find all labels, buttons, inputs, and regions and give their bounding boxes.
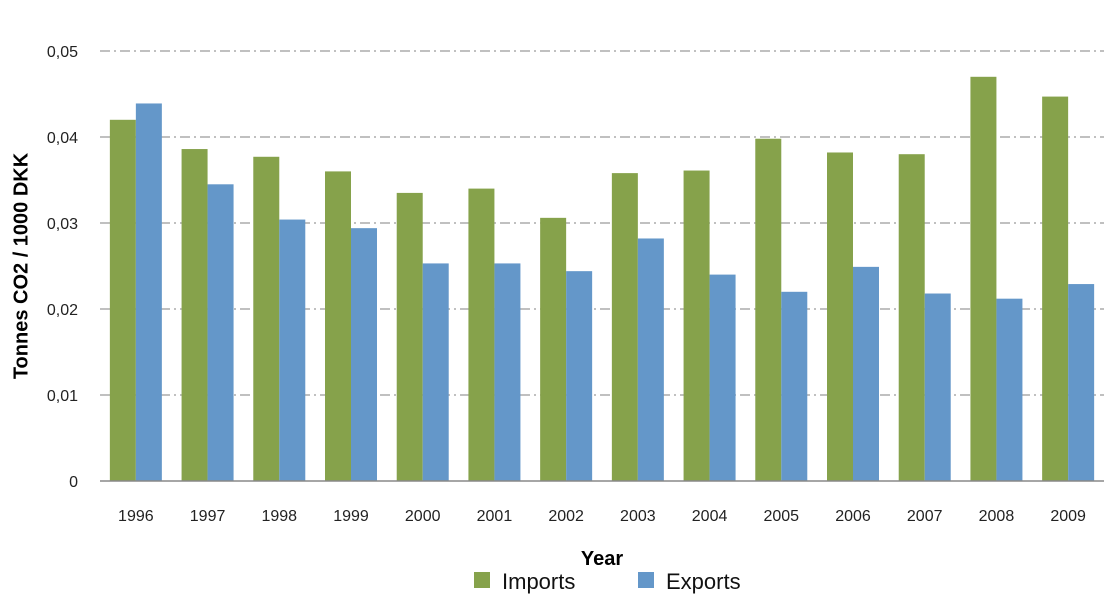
y-tick-label: 0,05	[47, 44, 78, 61]
x-tick-label: 2008	[979, 508, 1015, 525]
x-tick-label: 2007	[907, 508, 943, 525]
bar-imports-1998	[253, 156, 280, 481]
x-tick-label: 2004	[692, 508, 728, 525]
x-tick-label: 2003	[620, 508, 656, 525]
bar-imports-1997	[181, 149, 208, 482]
x-tick-label: 1998	[261, 508, 297, 525]
legend-swatch-exports	[638, 572, 654, 588]
bar-imports-2008	[970, 76, 997, 482]
bar-exports-1996	[135, 103, 162, 482]
bar-exports-1997	[207, 184, 234, 482]
bars	[109, 76, 1095, 482]
legend-swatch-imports	[474, 572, 490, 588]
bar-exports-2006	[853, 266, 879, 481]
y-tick-label: 0,04	[47, 130, 78, 147]
y-tick-label: 0,01	[47, 388, 78, 405]
bar-exports-2002	[566, 271, 593, 481]
y-tick-label: 0,03	[47, 216, 78, 233]
bar-imports-1999	[325, 171, 351, 481]
bar-imports-2003	[611, 173, 638, 481]
legend-label-imports: Imports	[502, 569, 575, 594]
x-axis-title: Year	[581, 548, 623, 570]
x-tick-label: 2001	[477, 508, 513, 525]
bar-imports-2002	[540, 217, 567, 481]
x-tick-label: 2000	[405, 508, 441, 525]
x-tick-label: 2009	[1050, 508, 1086, 525]
x-tick-label: 1999	[333, 508, 369, 525]
y-tick-label: 0	[69, 474, 78, 491]
y-axis-ticks: 0 0,01 0,02 0,03 0,04 0,05	[47, 44, 78, 491]
x-tick-label: 2006	[835, 508, 871, 525]
bar-exports-1999	[351, 228, 377, 481]
bar-imports-2005	[755, 138, 782, 481]
bar-imports-2006	[827, 152, 853, 482]
x-tick-label: 1996	[118, 508, 154, 525]
bar-exports-2004	[709, 274, 736, 481]
bar-exports-2007	[924, 293, 951, 481]
bar-exports-2009	[1068, 284, 1095, 481]
x-axis-ticks: 1996 1997 1998 1999 2000 2001 2002 2003 2004 2005…	[118, 508, 1086, 525]
bar-exports-2005	[781, 291, 808, 481]
bar-exports-2000	[422, 263, 449, 481]
bar-imports-2007	[898, 154, 925, 481]
bar-exports-2008	[996, 298, 1023, 481]
x-tick-label: 2002	[548, 508, 584, 525]
bar-imports-2004	[683, 170, 710, 482]
bar-imports-2009	[1042, 96, 1069, 481]
bar-exports-2001	[494, 263, 521, 481]
bar-imports-1996	[109, 119, 136, 482]
legend-label-exports: Exports	[666, 569, 741, 594]
bar-exports-1998	[279, 219, 306, 481]
bar-exports-2003	[637, 238, 664, 481]
bar-imports-2000	[396, 192, 423, 481]
gridlines	[100, 50, 1104, 396]
y-axis-title: Tonnes CO2 / 1000 DKK	[10, 152, 32, 379]
y-tick-label: 0,02	[47, 302, 78, 319]
bar-imports-2001	[468, 188, 495, 481]
x-tick-label: 1997	[190, 508, 226, 525]
x-tick-label: 2005	[763, 508, 799, 525]
legend: Imports Exports	[474, 569, 741, 594]
